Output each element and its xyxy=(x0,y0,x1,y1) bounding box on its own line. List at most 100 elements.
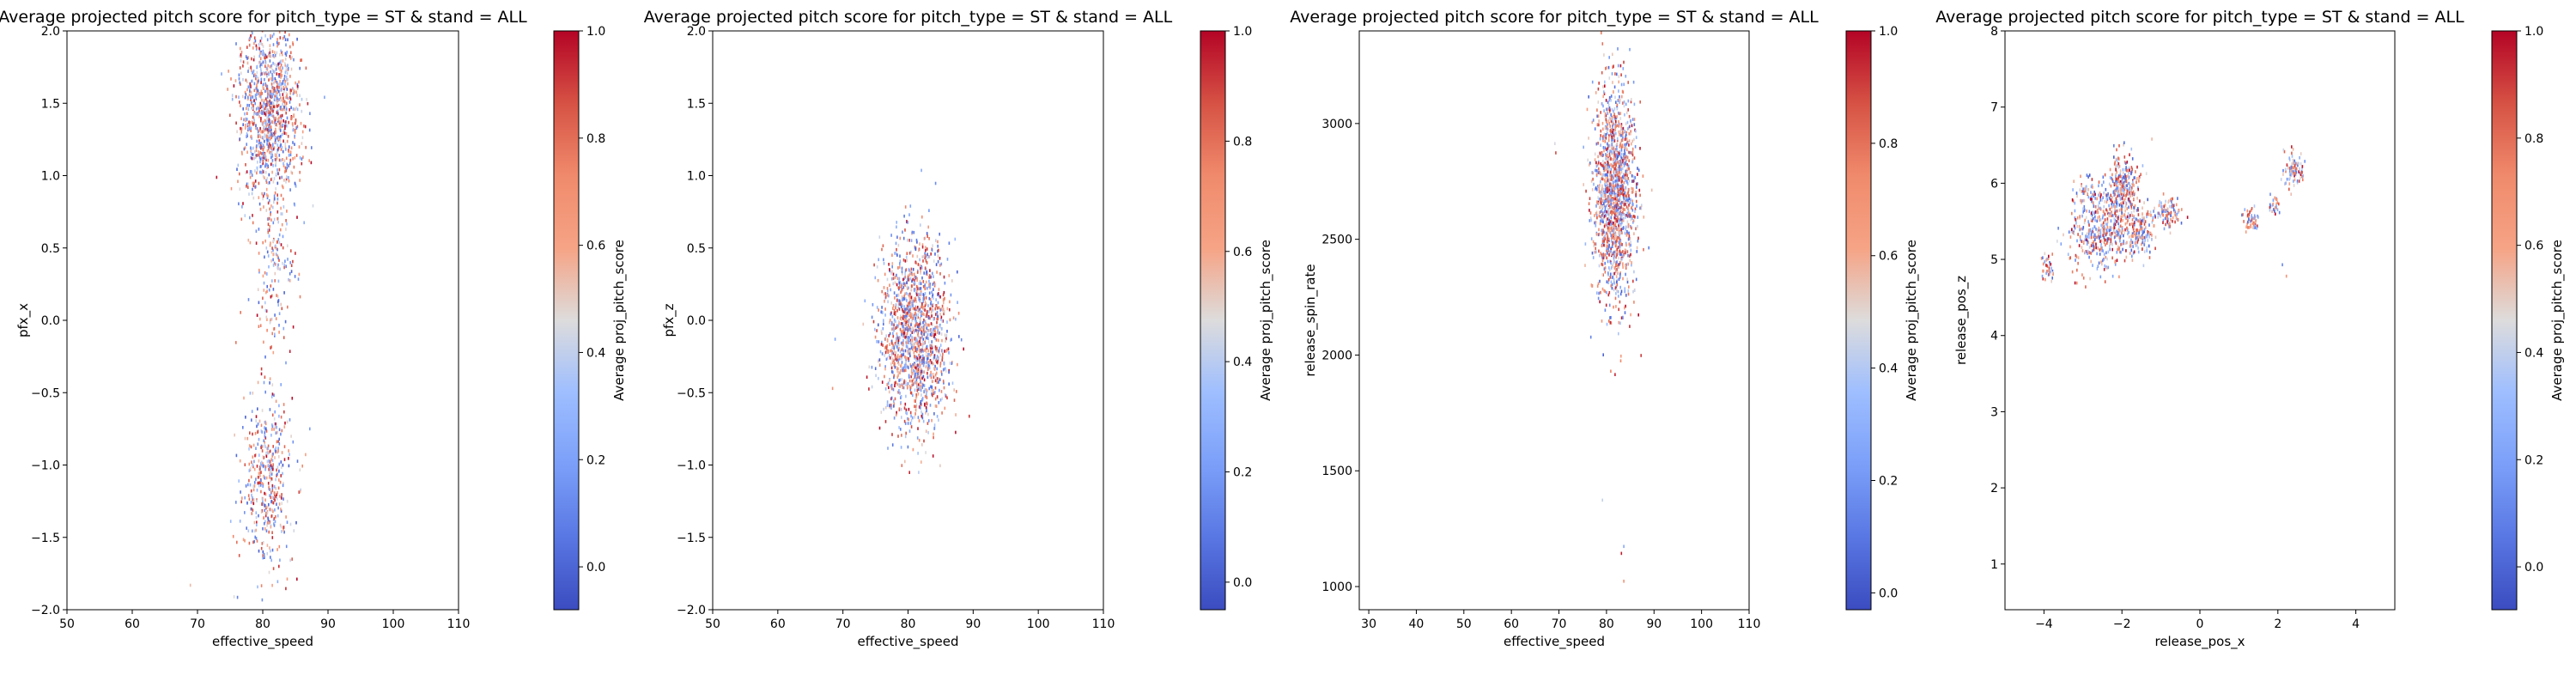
data-point xyxy=(258,108,260,112)
data-point xyxy=(271,486,274,490)
data-point xyxy=(897,341,899,344)
data-point xyxy=(920,290,922,294)
data-point xyxy=(939,346,940,350)
data-point xyxy=(264,308,267,313)
data-point xyxy=(258,110,260,114)
data-point xyxy=(257,130,259,134)
data-point xyxy=(285,156,288,161)
data-point xyxy=(927,412,929,416)
data-point xyxy=(926,361,927,364)
data-point xyxy=(927,225,929,229)
data-point xyxy=(1613,254,1615,258)
data-point xyxy=(1610,149,1612,154)
data-point xyxy=(1624,152,1626,155)
data-point xyxy=(265,315,268,319)
data-point xyxy=(1630,217,1632,222)
data-point xyxy=(1614,233,1616,237)
data-point xyxy=(906,304,908,308)
data-point xyxy=(1613,85,1616,89)
data-point xyxy=(310,161,313,165)
data-point xyxy=(266,118,269,121)
data-point xyxy=(1631,208,1634,212)
data-point xyxy=(278,127,281,131)
data-point xyxy=(256,499,258,503)
data-point xyxy=(1604,126,1607,130)
data-point xyxy=(1607,273,1609,277)
data-point xyxy=(922,320,924,325)
data-point xyxy=(908,385,911,388)
data-point xyxy=(286,500,289,503)
data-point xyxy=(290,264,293,267)
data-point xyxy=(939,272,941,276)
data-point xyxy=(277,486,280,490)
data-point xyxy=(270,346,271,350)
data-point xyxy=(899,283,902,288)
data-point xyxy=(888,263,890,266)
data-point xyxy=(246,80,248,83)
data-point xyxy=(249,89,251,93)
data-point xyxy=(1628,143,1630,147)
data-point xyxy=(258,202,261,206)
data-point xyxy=(285,120,287,124)
data-point xyxy=(1604,165,1606,169)
data-point xyxy=(937,240,939,244)
data-point xyxy=(1609,182,1612,186)
data-point xyxy=(268,502,270,507)
data-point xyxy=(902,343,903,347)
data-point xyxy=(282,483,284,488)
data-point xyxy=(265,71,267,75)
data-point xyxy=(1616,143,1618,146)
data-point xyxy=(1628,114,1631,119)
data-point xyxy=(1608,185,1610,190)
data-point xyxy=(276,91,278,94)
data-point xyxy=(269,130,271,134)
data-point xyxy=(890,354,893,357)
data-point xyxy=(1614,72,1616,76)
data-point xyxy=(256,523,258,526)
data-point xyxy=(248,469,251,472)
data-point xyxy=(252,497,254,502)
data-point xyxy=(881,380,884,384)
data-point xyxy=(894,384,896,387)
data-points xyxy=(189,31,325,602)
data-point xyxy=(262,161,264,165)
data-point xyxy=(943,386,945,390)
data-point xyxy=(883,262,885,265)
data-point xyxy=(1622,250,1624,253)
data-point xyxy=(2106,217,2109,221)
data-point xyxy=(282,36,284,40)
data-point xyxy=(949,300,951,304)
data-point xyxy=(301,161,303,166)
data-point xyxy=(946,307,949,311)
data-point xyxy=(908,321,910,325)
data-point xyxy=(1598,249,1600,253)
data-point xyxy=(246,46,248,49)
data-point xyxy=(926,247,928,251)
data-point xyxy=(923,237,926,240)
data-point xyxy=(1623,161,1625,166)
data-point xyxy=(270,137,271,141)
data-point xyxy=(284,38,287,41)
data-point xyxy=(931,248,933,252)
data-point xyxy=(902,317,904,320)
data-point xyxy=(1613,189,1615,192)
data-point xyxy=(262,143,264,148)
data-point xyxy=(907,351,909,356)
data-point xyxy=(274,153,276,156)
data-point xyxy=(1619,143,1621,147)
data-point xyxy=(928,386,930,391)
data-point xyxy=(1593,244,1595,248)
data-point xyxy=(1604,271,1607,274)
data-point xyxy=(277,303,279,307)
data-point xyxy=(278,331,280,334)
data-point xyxy=(282,123,283,127)
data-point xyxy=(896,221,897,224)
data-point xyxy=(908,294,910,298)
data-point xyxy=(931,332,933,336)
data-point xyxy=(937,325,939,330)
data-point xyxy=(1604,266,1607,270)
data-point xyxy=(252,221,254,225)
data-point xyxy=(264,435,266,438)
data-point xyxy=(304,125,307,129)
data-point xyxy=(889,350,891,353)
